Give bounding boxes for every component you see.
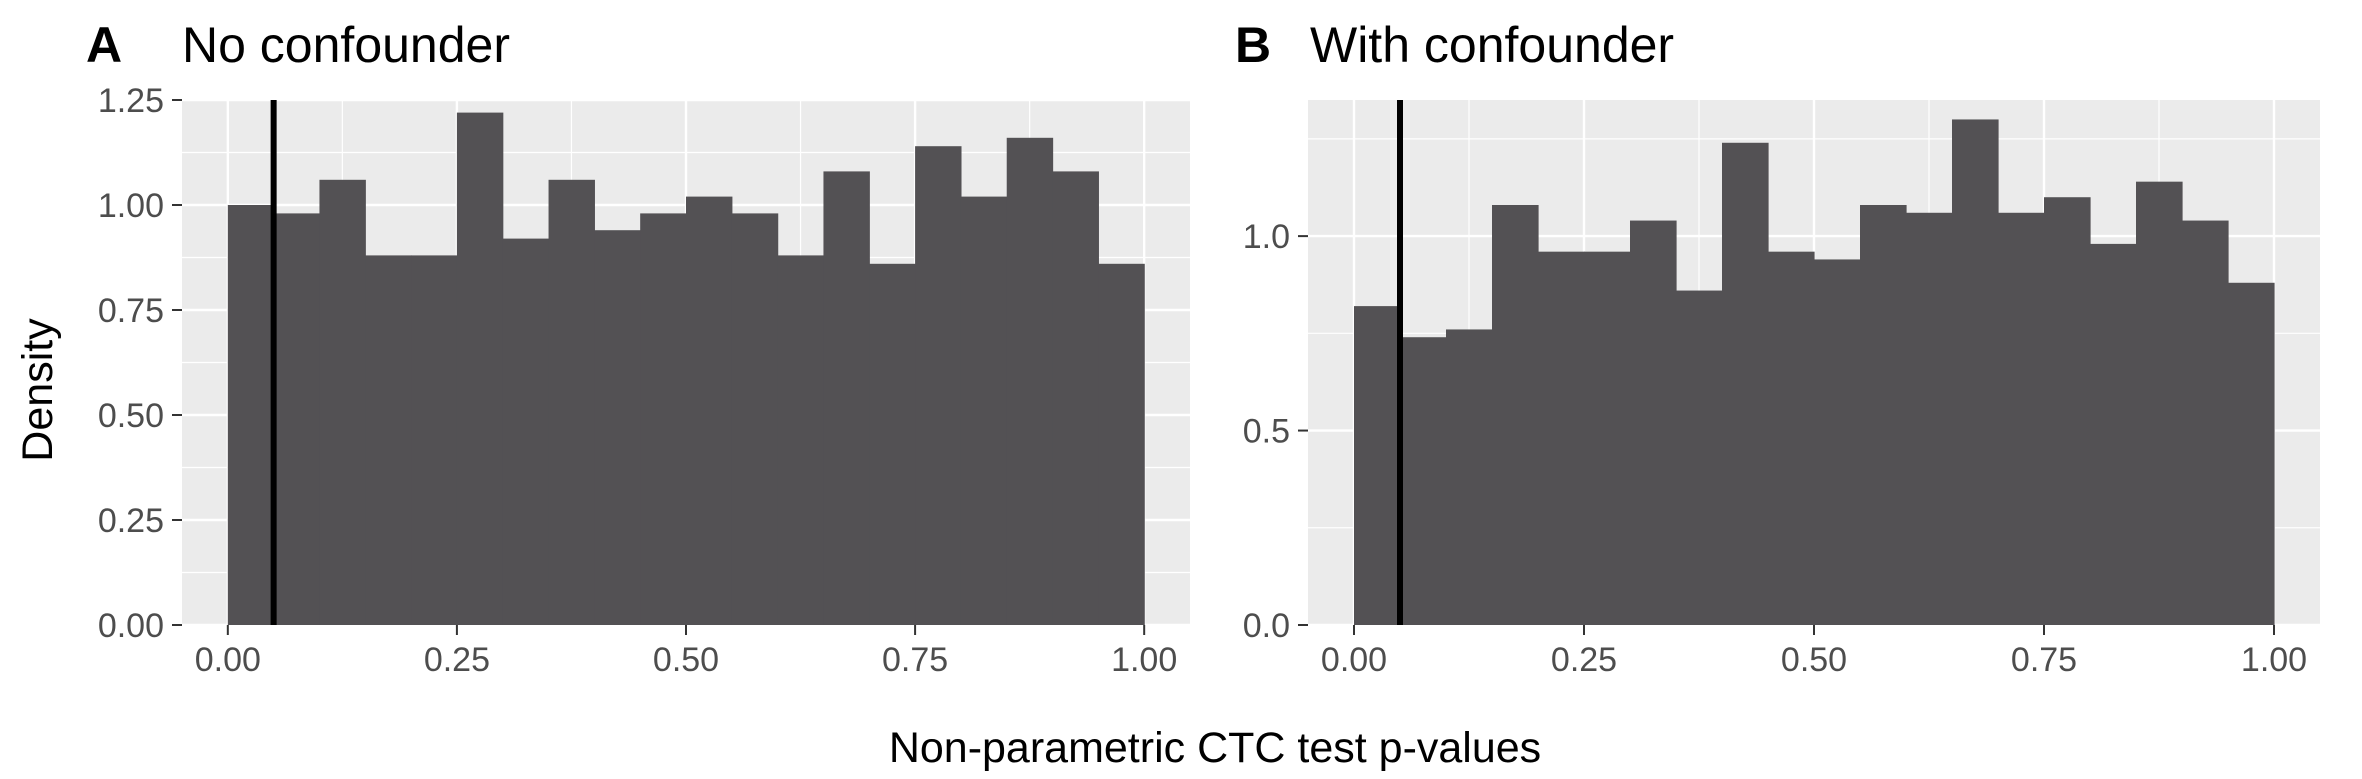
panel-a-histogram-bar xyxy=(502,238,550,625)
panel-a-histogram-bar xyxy=(1006,137,1054,626)
panel-a-histogram-bar xyxy=(594,230,641,625)
panel-a-histogram-bar xyxy=(640,213,687,625)
panel-b-histogram-bar xyxy=(1860,205,1907,625)
panel-a-histogram-bar xyxy=(273,213,321,625)
panel-b-histogram-bar xyxy=(1446,329,1493,625)
panel-b-histogram-bar xyxy=(1630,220,1677,626)
panel-a-histogram-bar xyxy=(1052,171,1099,625)
panel-b-x-tick-label: 0.50 xyxy=(1781,641,1847,679)
panel-a-histogram-bar xyxy=(915,146,962,625)
panel-a-y-tick-label: 0.25 xyxy=(98,502,164,540)
panel-b-histogram-bar xyxy=(1400,337,1447,625)
panel-a-histogram-bar xyxy=(960,196,1008,625)
panel-a-histogram-bar xyxy=(411,255,458,625)
panel-a-histogram-bar xyxy=(823,171,870,625)
panel-b-x-tick-label: 1.00 xyxy=(2241,641,2307,679)
panel-a-x-tick-label: 0.00 xyxy=(195,641,261,679)
panel-b-histogram-bar xyxy=(1354,306,1401,625)
panel-b-histogram-bar xyxy=(2228,282,2275,625)
panel-b: B With confounder 0.00 0.25 0.50 0.75 1.00 0.… xyxy=(1235,17,2320,679)
panel-a-histogram-bar xyxy=(456,112,504,626)
panel-a: A No confounder 0.00 0.25 0.50 0.75 1.00 0.00… xyxy=(86,17,1190,679)
panel-a-y-tick-label: 0.00 xyxy=(98,607,164,645)
panel-a-y-tick-label: 1.25 xyxy=(98,82,164,120)
panel-b-histogram-bar xyxy=(1814,259,1861,625)
panel-a-histogram-bar xyxy=(1098,263,1145,625)
panel-b-title: With confounder xyxy=(1310,17,1674,73)
panel-a-x-tick-label: 1.00 xyxy=(1111,641,1177,679)
panel-a-histogram-bar xyxy=(365,255,412,625)
panel-b-histogram-bar xyxy=(1768,251,1815,625)
panel-a-x-tick-label: 0.75 xyxy=(882,641,948,679)
panel-a-histogram-bar xyxy=(319,179,366,626)
panel-b-x-tick-label: 0.75 xyxy=(2011,641,2077,679)
panel-b-histogram-bar xyxy=(2182,220,2229,626)
panel-b-tag: B xyxy=(1235,17,1271,73)
y-axis-title: Density xyxy=(14,318,62,462)
panel-b-y-tick-label: 0.5 xyxy=(1243,413,1290,451)
panel-a-histogram-bar xyxy=(869,263,916,625)
panel-a-x-tick-label: 0.25 xyxy=(424,641,490,679)
panel-a-y-tick-label: 1.00 xyxy=(98,187,164,225)
panel-a-histogram-bar xyxy=(686,196,733,625)
panel-b-histogram-bar xyxy=(1584,251,1631,625)
panel-b-histogram-bar xyxy=(1676,290,1723,625)
panel-b-histogram-bar xyxy=(1906,212,1953,625)
panel-a-y-tick-label: 0.75 xyxy=(98,292,164,330)
panel-b-y-tick-label: 1.0 xyxy=(1243,218,1290,256)
panel-b-histogram-bar xyxy=(1952,119,1999,625)
panel-a-histogram-bar xyxy=(548,179,595,626)
panel-a-histogram-bar xyxy=(777,255,825,625)
panel-a-x-tick-label: 0.50 xyxy=(653,641,719,679)
x-axis-title: Non-parametric CTC test p-values xyxy=(889,724,1541,772)
panel-b-histogram-bar xyxy=(1722,142,1769,625)
panel-a-tag: A xyxy=(86,17,122,73)
panel-b-histogram-bar xyxy=(1538,251,1585,625)
panel-b-histogram-bar xyxy=(2136,181,2183,625)
panel-b-histogram-bar xyxy=(2044,197,2091,625)
panel-a-histogram-bar xyxy=(227,205,275,625)
panel-b-histogram-bar xyxy=(1492,205,1539,625)
panel-b-histogram-bar xyxy=(1998,212,2045,625)
panel-a-histogram-bar xyxy=(731,213,779,625)
panel-b-x-tick-label: 0.25 xyxy=(1551,641,1617,679)
panel-b-histogram-bar xyxy=(2090,243,2137,625)
panel-a-title: No confounder xyxy=(182,17,510,73)
panel-b-x-tick-label: 0.00 xyxy=(1321,641,1387,679)
panel-b-y-tick-label: 0.0 xyxy=(1243,607,1290,645)
panel-a-y-tick-label: 0.50 xyxy=(98,397,164,435)
